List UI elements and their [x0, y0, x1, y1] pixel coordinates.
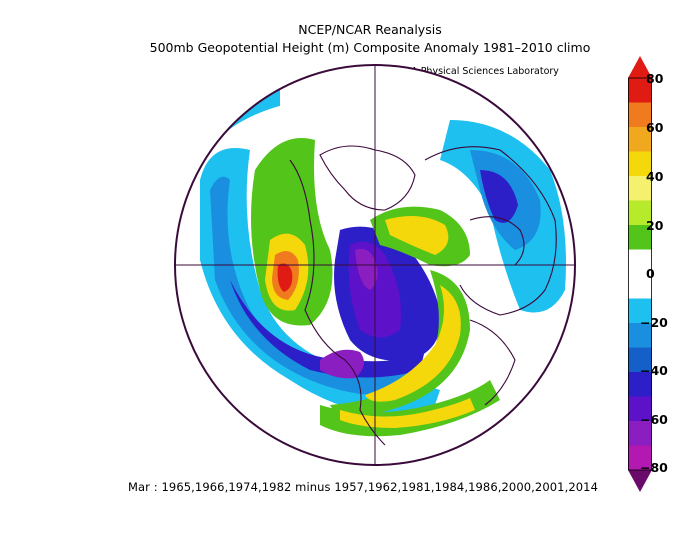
colorbar-seg-5	[628, 176, 652, 201]
colorbar-label-neg80: −80	[640, 460, 668, 475]
colorbar-seg-11	[628, 347, 652, 372]
colorbar-label-neg20: −20	[640, 315, 668, 330]
colorbar-seg-1	[628, 78, 652, 103]
field-neutral-upper	[280, 65, 500, 138]
colorbar-seg-8	[628, 249, 652, 299]
colorbar-seg-3	[628, 127, 652, 152]
colorbar	[628, 56, 652, 492]
field-positive-crescent-core	[365, 285, 461, 402]
colorbar-label-neg60: −60	[640, 412, 668, 427]
colorbar-seg-12	[628, 372, 652, 397]
field-negative-central	[320, 349, 364, 379]
colorbar-seg-9	[628, 298, 652, 323]
colorbar-label-60: 60	[646, 120, 664, 135]
field-positive-crescent	[330, 270, 470, 417]
credit-text: NOAA Physical Sciences Laboratory	[390, 66, 559, 77]
field-positive-ridge-red	[277, 263, 293, 292]
colorbar-seg-14	[628, 421, 652, 446]
composite-years-caption: Mar : 1965,1966,1974,1982 minus 1957,196…	[128, 480, 599, 494]
colorbar-top-arrow	[628, 56, 652, 78]
field-positive-arctic-core	[385, 216, 449, 255]
field-negative-canada-peak	[355, 248, 378, 290]
coastline-asia-east	[469, 216, 525, 266]
colorbar-seg-10	[628, 323, 652, 348]
title: NCEP/NCAR Reanalysis	[298, 22, 442, 37]
field-negative-west	[200, 148, 440, 420]
field-negative-pacific-core	[230, 280, 425, 378]
colorbar-bottom-arrow	[628, 470, 652, 492]
colorbar-seg-4	[628, 151, 652, 176]
field-negative-europe-peak	[480, 170, 518, 223]
polar-anomaly-map	[174, 64, 576, 466]
colorbar-label-20: 20	[646, 218, 664, 233]
colorbar-label-0: 0	[646, 266, 655, 281]
colorbar-seg-2	[628, 102, 652, 127]
field-positive-subtropics-core	[340, 398, 475, 428]
colorbar-seg-6	[628, 200, 652, 225]
colorbar-label-40: 40	[646, 169, 664, 184]
colorbar-seg-13	[628, 396, 652, 421]
colorbar-seg-7	[628, 225, 652, 250]
map-boundary	[174, 64, 576, 466]
colorbar-label-80: 80	[646, 71, 664, 86]
colorbar-seg-15	[628, 445, 652, 470]
subtitle: 500mb Geopotential Height (m) Composite …	[149, 40, 591, 55]
colorbar-label-neg40: −40	[640, 363, 668, 378]
field-negative-pacific	[210, 176, 440, 396]
coastline-greenland	[319, 145, 416, 211]
coastline-africa	[469, 319, 516, 406]
coastline-eurasia	[424, 146, 557, 316]
coastline-north-america	[289, 159, 386, 446]
